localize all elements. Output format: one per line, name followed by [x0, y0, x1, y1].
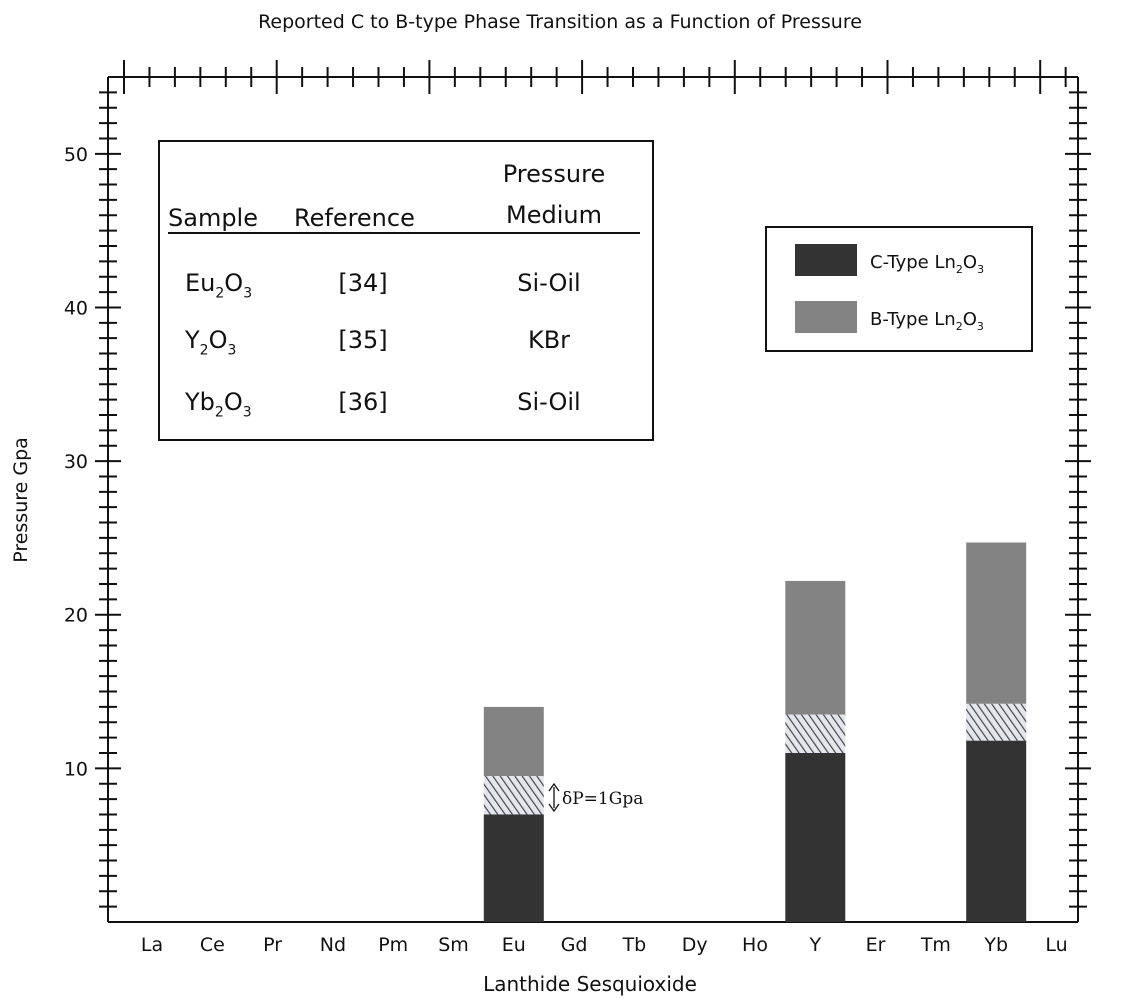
subscript: 3: [977, 320, 984, 333]
y-tick-label: 30: [64, 451, 88, 473]
delta-p-annotation: δP=1Gpa: [548, 782, 643, 813]
bar-c-type: [785, 753, 846, 922]
subscript: 2: [215, 405, 224, 421]
formula-part: C-Type Ln: [870, 252, 956, 273]
annotation-text: δP=1Gpa: [562, 789, 643, 809]
x-tick-labels: La Ce Pr Nd Pm Sm Eu Gd Tb Dy Ho Y Er Tm Yb Lu: [141, 934, 1068, 956]
table-reference: [35]: [338, 326, 387, 354]
x-tick-label: Er: [866, 934, 886, 956]
formula-part: O: [209, 326, 228, 354]
x-tick-label: Ce: [200, 934, 225, 956]
subscript: 3: [243, 286, 252, 302]
formula-part: B-Type Ln: [870, 309, 956, 330]
bar-transition-zone: [785, 714, 846, 753]
table-sample-formula: Yb2O3: [184, 388, 252, 421]
chart-title: Reported C to B-type Phase Transition as…: [258, 11, 862, 33]
bar-b-type: [785, 580, 846, 715]
y-tick-label: 10: [64, 758, 88, 780]
bar-transition-zone: [966, 703, 1027, 741]
formula-part: Yb: [184, 388, 215, 416]
subscript: 3: [977, 263, 984, 276]
formula-part: O: [963, 252, 977, 273]
table-reference: [36]: [338, 388, 387, 416]
x-tick-label: Yb: [983, 934, 1008, 956]
legend-swatch: [795, 244, 857, 276]
x-axis-label: Lanthide Sesquioxide: [483, 972, 697, 996]
table-medium: Si-Oil: [517, 388, 580, 416]
bar-c-type: [483, 814, 544, 922]
x-tick-label: La: [141, 934, 163, 956]
x-tick-label: Dy: [682, 934, 708, 956]
subscript: 3: [243, 405, 252, 421]
legend-swatch: [795, 301, 857, 333]
arrow-head-up: [548, 782, 560, 792]
x-tick-label: Pm: [378, 934, 408, 956]
formula-part: Y: [184, 326, 200, 354]
arrow-head-down: [548, 803, 560, 813]
formula-part: O: [224, 388, 243, 416]
table-header-reference: Reference: [294, 204, 415, 232]
x-tick-label: Lu: [1045, 934, 1067, 956]
legend-label: C-Type Ln2O3: [870, 252, 984, 276]
bar-b-type: [483, 706, 544, 777]
table-sample-formula: Eu2O3: [185, 269, 252, 302]
x-tick-label: Tb: [622, 934, 647, 956]
y-axis-label: Pressure Gpa: [10, 437, 32, 563]
x-tick-label: Pr: [263, 934, 282, 956]
table-header-sample: Sample: [168, 204, 258, 232]
x-tick-label: Gd: [561, 934, 588, 956]
y-tick-label: 20: [64, 605, 88, 627]
frame-axes: [107, 76, 1079, 923]
axis-ticks: [95, 60, 1091, 908]
formula-part: O: [963, 309, 977, 330]
x-tick-label: Nd: [320, 934, 346, 956]
table-medium: KBr: [528, 326, 570, 354]
subscript: 2: [200, 343, 209, 359]
y-tick-label: 50: [64, 144, 88, 166]
subscript: 3: [227, 343, 236, 359]
legend-label: B-Type Ln2O3: [870, 309, 984, 333]
y-tick-labels: 10 20 30 40 50: [64, 144, 88, 781]
reference-table-box: [158, 140, 654, 441]
subscript: 2: [215, 286, 224, 302]
subscript: 2: [956, 263, 963, 276]
formula-part: Eu: [185, 269, 215, 297]
x-tick-label: Ho: [742, 934, 768, 956]
formula-part: O: [224, 269, 243, 297]
table-header-medium: Medium: [506, 201, 602, 229]
table-medium: Si-Oil: [517, 269, 580, 297]
subscript: 2: [956, 320, 963, 333]
x-tick-label: Y: [808, 934, 821, 956]
table-sample-formula: Y2O3: [184, 326, 236, 359]
x-tick-label: Sm: [438, 934, 469, 956]
bar-c-type: [966, 740, 1027, 922]
table-reference: [34]: [338, 269, 387, 297]
bar-b-type: [966, 542, 1027, 704]
x-tick-label: Eu: [502, 934, 526, 956]
bar-transition-zone: [483, 776, 544, 815]
bars: [483, 542, 1027, 922]
table-header-pressure: Pressure: [503, 160, 605, 188]
reference-table: Sample Reference Pressure Medium Eu2O3 [3…: [158, 140, 654, 441]
y-tick-label: 40: [64, 297, 88, 319]
x-tick-label: Tm: [920, 934, 951, 956]
